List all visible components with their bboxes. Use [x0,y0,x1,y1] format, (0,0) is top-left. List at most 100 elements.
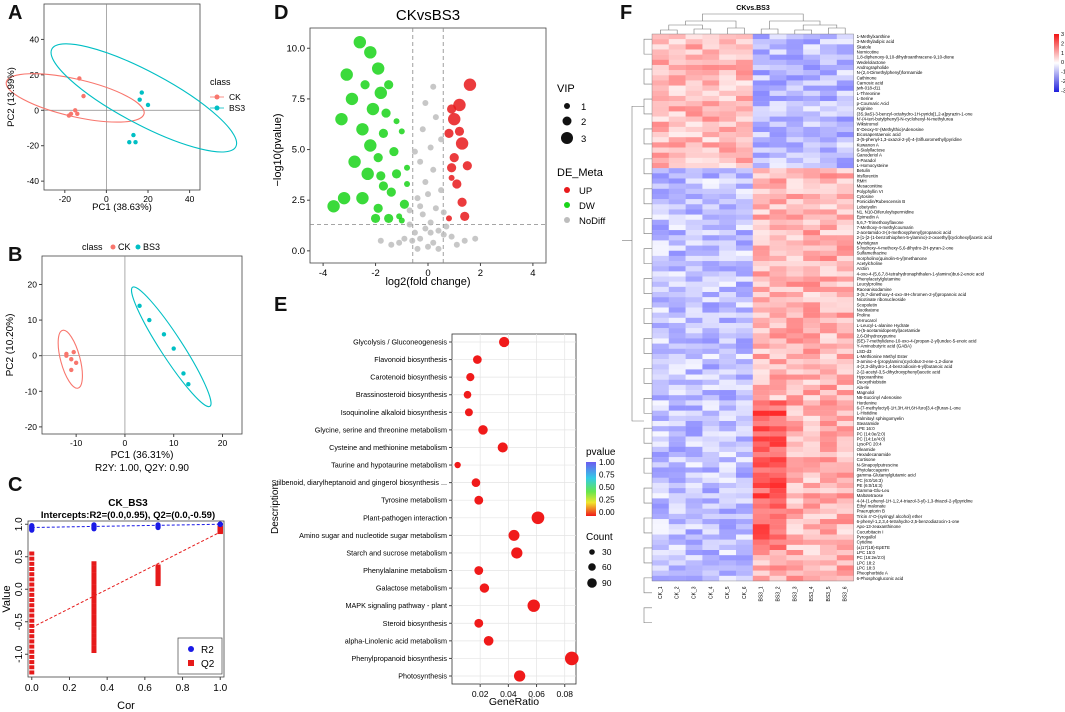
heatmap-cell [836,529,854,535]
heatmap-cell [786,302,804,308]
heatmap-cell [668,513,686,520]
x-tick-label: 40 [185,194,195,204]
heatmap-cell [668,374,686,380]
metabolite-point-dw [393,118,400,125]
heatmap-cell [803,204,821,210]
heatmap-cell [836,395,854,401]
metabolite-label: N-(5-acetamidopentyl)acetamide [857,328,921,333]
heatmap-cell [719,384,737,391]
heatmap-cell [803,482,821,489]
heatmap-cell [652,482,669,489]
heatmap-cell [719,524,737,530]
metabolite-label: L-Leucyl-L-alanine Hydrate [857,323,910,328]
plot-frame [27,520,225,678]
heatmap-cell [803,410,821,417]
heatmap-cell [769,214,787,220]
heatmap-cell [752,297,770,303]
x-tick-label: 1.0 [213,683,227,694]
legend-vip-3-marker [561,132,573,144]
metabolite-point-up [449,153,459,163]
heatmap-cell [752,142,770,148]
heatmap-cell [836,116,854,122]
q2-point [29,561,35,566]
heatmap-cell [803,343,821,349]
heatmap-cell [786,488,804,494]
heatmap-cell [702,436,720,442]
metabolite-point-nodiff [438,136,445,143]
heatmap-cell [752,565,770,571]
heatmap-cell [786,364,804,370]
heatmap-cell [836,286,854,293]
heatmap-cell [836,34,854,40]
heatmap-cell [668,106,686,112]
heatmap-cell [786,421,804,427]
heatmap-cell [685,472,703,478]
heatmap-cell [668,544,686,551]
heatmap-cell [685,328,703,334]
color-legend-tick: 1.00 [599,458,615,467]
x-tick-label: 0.2 [63,683,77,694]
size-legend-90-marker [587,578,597,588]
heatmap-cell [668,307,686,313]
metabolite-point-dw [374,86,387,100]
heatmap-cell [786,34,804,40]
heatmap-cell [702,508,720,515]
heatmap-cell [752,524,770,530]
heatmap-cell [803,271,821,277]
heatmap-cell [702,390,720,396]
heatmap-cell [719,488,737,494]
heatmap-cell [803,457,821,463]
heatmap-cell [668,116,686,122]
metabolite-label: Ala-Ile [857,385,870,390]
heatmap-cell [736,462,753,468]
heatmap-cell [652,379,669,386]
heatmap-cell [820,64,837,71]
heatmap-cell [752,508,770,515]
metabolite-label: Tricin 4'-O-(syringyl alcohol) ether [857,514,923,519]
heatmap-cell [736,415,753,422]
heatmap-cell [769,188,787,195]
heatmap-cell [736,292,753,298]
metabolite-label: Magnolol [857,390,875,395]
heatmap-cell [820,534,837,540]
heatmap-cell [652,126,669,133]
heatmap-cell [685,271,703,277]
heatmap-cell [769,477,787,484]
heatmap-cell [685,199,703,205]
heatmap-cell [786,54,804,60]
heatmap-cell [836,281,854,288]
sample-label: BS3_5 [826,586,832,601]
heatmap-cell [702,204,720,210]
heatmap-cell [836,405,854,411]
heatmap-cell [769,364,787,370]
heatmap-cell [836,348,854,355]
heatmap-cell [652,508,669,515]
heatmap-cell [836,209,854,215]
metabolite-point-up [452,179,462,189]
heatmap-cell [736,338,753,344]
legend-vip-2-marker [562,116,572,126]
heatmap-cell [769,529,787,535]
heatmap-cell [752,322,770,329]
heatmap-cell [702,286,720,293]
heatmap-cell [786,255,804,262]
heatmap-cell [786,508,804,515]
heatmap-cell [786,317,804,324]
heatmap-cell [702,565,720,571]
heatmap-cell [652,565,669,571]
heatmap-cell [820,493,837,499]
heatmap-cell [668,550,686,556]
metabolite-point-dw [391,169,402,179]
heatmap-cell [769,44,787,50]
heatmap-cell [786,519,804,525]
heatmap-cell [803,111,821,117]
heatmap-cell [685,503,703,509]
heatmap-cell [702,240,720,246]
heatmap-cell [668,271,686,277]
q2-point [29,567,35,572]
q2-point [91,580,97,585]
heatmap-cell [652,322,669,329]
heatmap-cell [786,534,804,540]
heatmap-cell [786,204,804,210]
heatmap-cell [820,121,837,128]
